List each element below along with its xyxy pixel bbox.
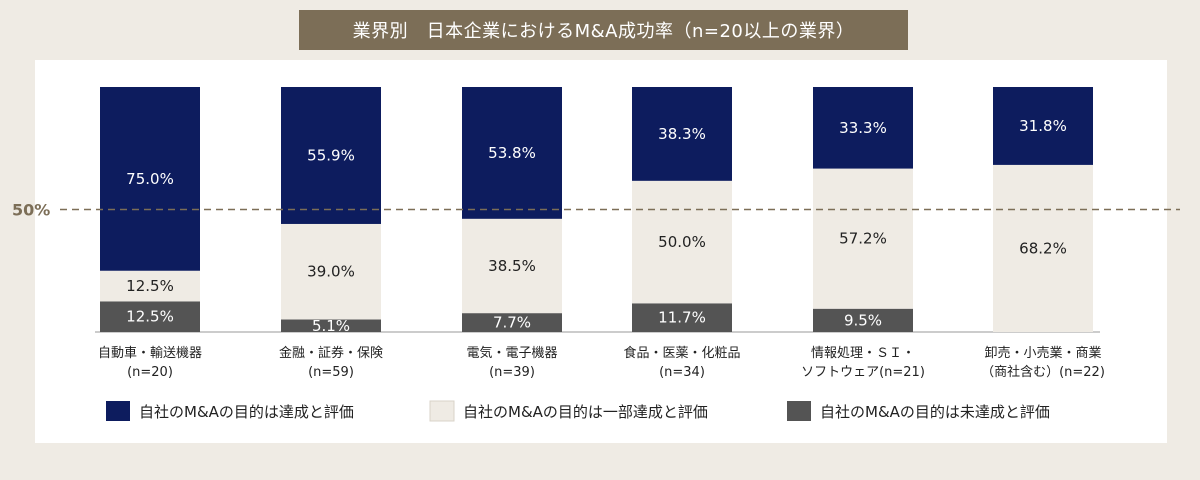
category-label: (n=34) bbox=[659, 365, 705, 380]
category-label: ソフトウェア(n=21) bbox=[801, 365, 925, 380]
bar-segment bbox=[462, 218, 562, 314]
category-label: 情報処理・ＳＩ・ bbox=[811, 346, 915, 361]
category-label: 食品・医薬・化粧品 bbox=[623, 345, 740, 361]
data-label: 57.2% bbox=[839, 230, 887, 248]
data-label: 38.5% bbox=[488, 257, 536, 275]
category-label: （商社含む）(n=22) bbox=[981, 364, 1105, 380]
bar-segment bbox=[993, 164, 1093, 332]
category-label: 電気・電子機器 bbox=[466, 345, 557, 361]
bar-segment bbox=[281, 319, 381, 332]
bar-segment bbox=[100, 270, 200, 302]
reference-line-label: 50% bbox=[12, 201, 50, 220]
data-label: 7.7% bbox=[493, 314, 531, 332]
data-label: 9.5% bbox=[844, 311, 882, 329]
bar-segment bbox=[100, 87, 200, 271]
bar-segment bbox=[281, 87, 381, 224]
bar-segment bbox=[632, 303, 732, 332]
legend-label: 自社のM&Aの目的は未達成と評価 bbox=[820, 403, 1050, 421]
bar-segment bbox=[632, 180, 732, 304]
category-label: 自動車・輸送機器 bbox=[98, 346, 202, 361]
data-label: 75.0% bbox=[126, 170, 174, 188]
legend-label: 自社のM&Aの目的は達成と評価 bbox=[139, 403, 354, 421]
bar-segment bbox=[462, 313, 562, 332]
data-label: 31.8% bbox=[1019, 117, 1067, 135]
data-label: 33.3% bbox=[839, 119, 887, 137]
bar-segment bbox=[813, 87, 913, 169]
category-label: (n=39) bbox=[489, 365, 535, 380]
category-label: (n=20) bbox=[127, 365, 173, 380]
bar-segment bbox=[813, 308, 913, 332]
bar-segment bbox=[100, 301, 200, 332]
data-label: 68.2% bbox=[1019, 239, 1067, 257]
data-label: 12.5% bbox=[126, 277, 174, 295]
legend-label: 自社のM&Aの目的は一部達成と評価 bbox=[463, 403, 708, 421]
data-label: 12.5% bbox=[126, 308, 174, 326]
category-label: 卸売・小売業・商業 bbox=[984, 345, 1101, 361]
data-label: 50.0% bbox=[658, 233, 706, 251]
category-label: (n=59) bbox=[308, 365, 354, 380]
legend-swatch bbox=[429, 400, 455, 422]
data-label: 11.7% bbox=[658, 309, 706, 327]
data-label: 55.9% bbox=[307, 146, 355, 164]
data-label: 38.3% bbox=[658, 125, 706, 143]
data-label: 39.0% bbox=[307, 263, 355, 281]
bar-segment bbox=[462, 87, 562, 219]
bar-segment bbox=[993, 87, 1093, 165]
data-label: 53.8% bbox=[488, 144, 536, 162]
legend-swatch bbox=[787, 401, 811, 421]
bar-segment bbox=[281, 223, 381, 320]
category-label: 金融・証券・保険 bbox=[279, 345, 383, 361]
chart-title: 業界別 日本企業におけるM&A成功率（n=20以上の業界） bbox=[299, 10, 908, 50]
bar-segment bbox=[632, 87, 732, 181]
bar-segment bbox=[813, 168, 913, 309]
chart-panel bbox=[35, 60, 1167, 443]
legend-swatch bbox=[106, 401, 130, 421]
data-label: 5.1% bbox=[312, 317, 350, 335]
